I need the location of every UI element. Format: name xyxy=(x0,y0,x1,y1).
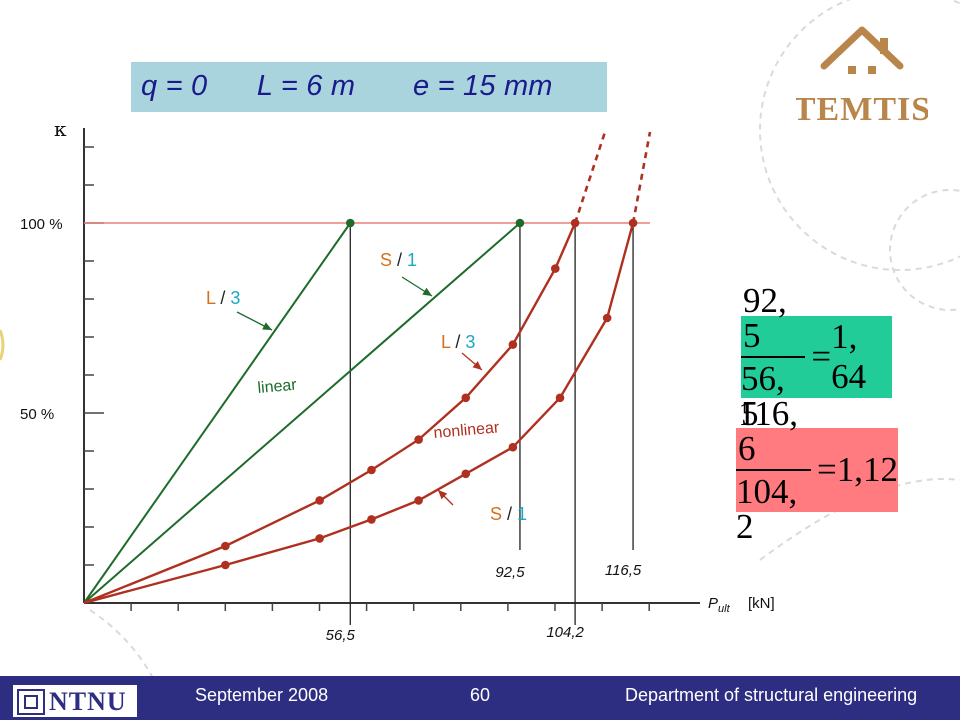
nonlinear-annotation: nonlinear xyxy=(433,419,501,442)
ratio-formula-nonlinear: 116, 6 104, 2 = 1,12 xyxy=(736,396,898,544)
arrow-head xyxy=(422,287,432,296)
data-point xyxy=(602,313,612,323)
annotation-layer: 56,5 92,5 104,2 116,5 L / 3 S / 1 L / 3 S / 1 li… xyxy=(206,250,642,644)
series-line xyxy=(83,222,635,605)
temtis-logo: TEMTIS xyxy=(796,26,928,128)
denominator: 56, 5 xyxy=(741,359,785,433)
numerator: 116, 6 xyxy=(736,396,811,471)
result: 1, 64 xyxy=(831,317,867,396)
series-line xyxy=(83,222,521,604)
data-point xyxy=(367,515,376,524)
curve-extension-dashed xyxy=(631,131,652,224)
x-marker-label: 116,5 xyxy=(605,562,642,579)
numerator: 92, 5 xyxy=(741,283,806,358)
data-point xyxy=(555,393,565,403)
x-axis-unit: [kN] xyxy=(748,595,775,612)
ntnu-emblem-icon xyxy=(17,689,45,715)
equals-sign: = xyxy=(817,450,837,489)
axes: 100 % 50 % κ Pult [kN] xyxy=(20,117,775,615)
fraction: 116, 6 104, 2 xyxy=(736,396,811,544)
result: 1,12 xyxy=(836,450,898,489)
x-marker-label: 56,5 xyxy=(326,627,356,644)
series-layer xyxy=(83,131,652,605)
parameters-banner: q = 0 L = 6 m e = 15 mm xyxy=(131,62,607,112)
page-number: 60 xyxy=(470,685,491,705)
data-point xyxy=(414,496,423,505)
data-point xyxy=(515,218,525,228)
gridlines xyxy=(84,222,650,625)
footer-date: September 2008 xyxy=(195,685,329,705)
fraction: 92, 5 56, 5 xyxy=(741,283,806,433)
denominator: 104, 2 xyxy=(736,472,798,546)
equals-sign: = xyxy=(811,337,832,376)
arrow-head xyxy=(472,361,482,370)
series-line xyxy=(83,222,577,605)
arrow-head xyxy=(438,490,448,500)
series-line xyxy=(83,222,352,604)
series-label: S / 1 xyxy=(490,504,527,524)
parameters-text: q = 0 L = 6 m e = 15 mm xyxy=(141,70,553,102)
x-axis-label: Pult xyxy=(708,595,731,615)
series-label: L / 3 xyxy=(206,288,240,308)
house-icon xyxy=(820,26,904,74)
data-point xyxy=(221,541,230,551)
linear-annotation: linear xyxy=(257,377,298,397)
arrow-head xyxy=(262,322,272,330)
data-point xyxy=(367,465,376,475)
footer-department: Department of structural engineering xyxy=(625,685,918,705)
data-point xyxy=(221,560,230,570)
footer-bar xyxy=(0,676,960,720)
logo-text: TEMTIS xyxy=(796,91,928,128)
data-point xyxy=(345,218,355,228)
data-point xyxy=(551,264,560,273)
data-point xyxy=(461,469,471,479)
ntnu-logo-text: NTNU xyxy=(49,687,127,716)
data-point xyxy=(461,393,471,403)
curve-extension-dashed xyxy=(573,131,607,224)
data-point xyxy=(508,442,518,452)
ntnu-logo: NTNU xyxy=(12,684,138,718)
series-label: S / 1 xyxy=(380,250,417,270)
y-tick-label: 50 % xyxy=(20,406,54,423)
series-label: L / 3 xyxy=(441,332,475,352)
y-tick-label: 100 % xyxy=(20,216,63,233)
data-point xyxy=(315,534,324,543)
y-axis-label: κ xyxy=(54,117,67,141)
data-point xyxy=(508,340,518,349)
x-marker-label: 92,5 xyxy=(495,564,525,581)
x-marker-label: 104,2 xyxy=(546,624,584,641)
ratio-formula-linear: 92, 5 56, 5 = 1, 64 xyxy=(741,283,892,431)
data-point xyxy=(414,435,423,444)
data-point xyxy=(315,496,324,505)
